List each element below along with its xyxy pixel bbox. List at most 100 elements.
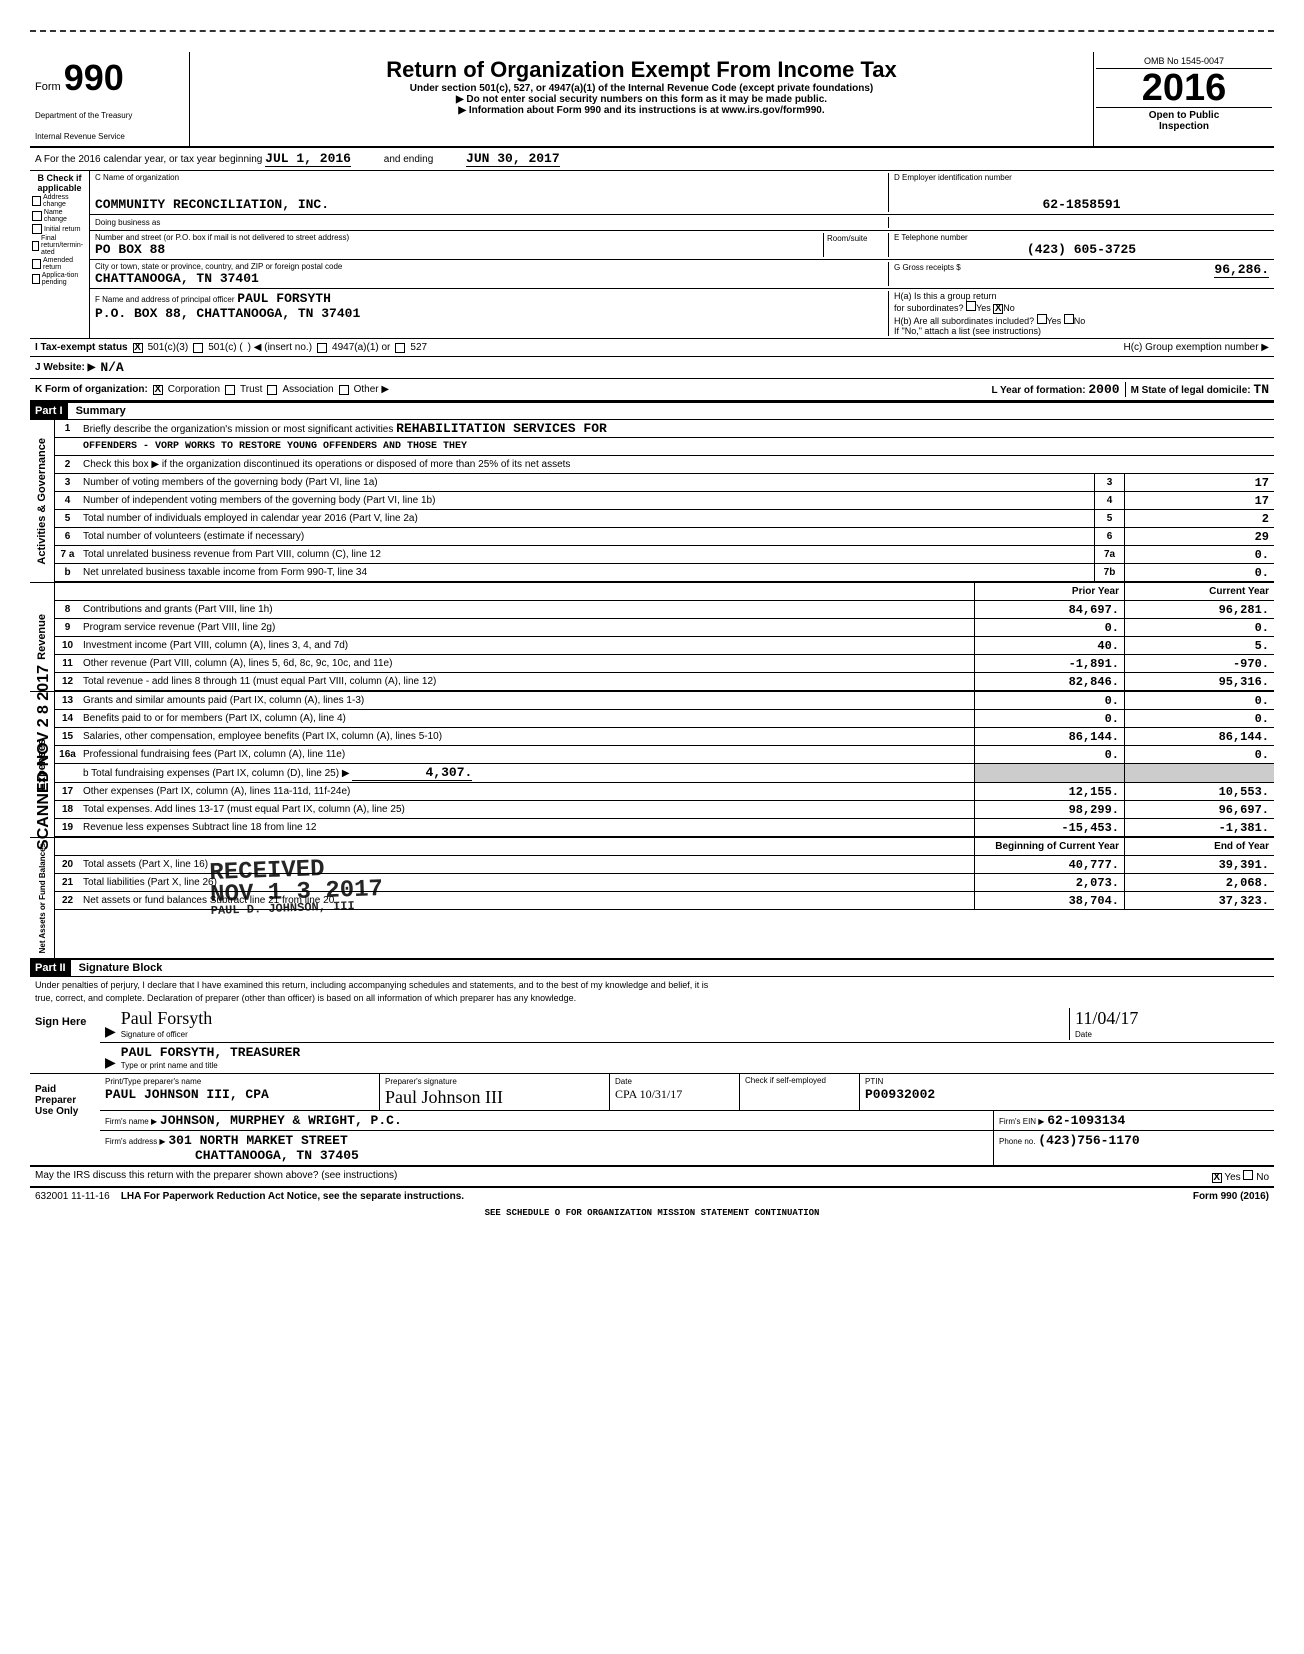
subtitle: Under section 501(c), 527, or 4947(a)(1)… [195, 83, 1088, 94]
checkbox-address-change[interactable] [32, 196, 41, 206]
label-name-change: Name change [44, 209, 87, 223]
open-public-2: Inspection [1159, 121, 1209, 132]
table-row: 18Total expenses. Add lines 13-17 (must … [55, 801, 1274, 819]
checkbox-initial-return[interactable] [32, 224, 42, 234]
checkbox-name-change[interactable] [32, 211, 42, 221]
sign-here-label: Sign Here [30, 1006, 100, 1073]
year-box: OMB No 1545-0047 2016 Open to PublicInsp… [1094, 52, 1274, 146]
sig-officer-label: Signature of officer [121, 1030, 188, 1039]
opt-501c: 501(c) ( [208, 342, 242, 353]
line16b-label: b Total fundraising expenses (Part IX, c… [83, 768, 350, 779]
jurat-1: Under penalties of perjury, I declare th… [30, 977, 1274, 993]
label-address-change: Address change [43, 194, 87, 208]
ha-label: H(a) Is this a group return [894, 291, 997, 301]
form-org-label: K Form of organization: [35, 384, 148, 395]
firm-ein: 62-1093134 [1047, 1113, 1125, 1128]
tax-year: 2016 [1096, 69, 1272, 107]
paid-preparer-label: Paid Preparer Use Only [30, 1074, 100, 1165]
table-row: 12Total revenue - add lines 8 through 11… [55, 673, 1274, 691]
org-name-label: C Name of organization [95, 173, 883, 182]
opt-527: 527 [410, 342, 427, 353]
officer-name-title: PAUL FORSYTH, TREASURER [121, 1045, 300, 1060]
footer-continuation: SEE SCHEDULE O FOR ORGANIZATION MISSION … [30, 1205, 1274, 1221]
table-row: 16aProfessional fundraising fees (Part I… [55, 746, 1274, 764]
checkbox-hb-no[interactable] [1064, 314, 1074, 324]
opt-501c3: 501(c)(3) [148, 342, 189, 353]
label-amended: Amended return [43, 257, 87, 271]
prep-sig-label: Preparer's signature [385, 1077, 457, 1086]
table-row: bNet unrelated business taxable income f… [55, 564, 1274, 582]
footer-lha: LHA For Paperwork Reduction Act Notice, … [121, 1191, 464, 1202]
year-formation-label: L Year of formation: [991, 385, 1085, 396]
col-current: Current Year [1124, 583, 1274, 600]
table-row: 17Other expenses (Part IX, column (A), l… [55, 783, 1274, 801]
table-row: 13Grants and similar amounts paid (Part … [55, 692, 1274, 710]
opt-corp: Corporation [168, 384, 220, 395]
dept-irs: Internal Revenue Service [35, 132, 184, 141]
checkbox-amended[interactable] [32, 259, 41, 269]
footer-form: Form 990 (2016) [1193, 1191, 1269, 1202]
checkbox-4947[interactable] [317, 343, 327, 353]
label-final-return: Final return/termin-ated [41, 235, 87, 256]
table-row: 3Number of voting members of the governi… [55, 474, 1274, 492]
opt-501c-b: ) ◀ (insert no.) [248, 342, 312, 353]
checkbox-discuss-no[interactable] [1243, 1170, 1253, 1180]
row-a: A For the 2016 calendar year, or tax yea… [30, 148, 1274, 171]
room-label: Room/suite [827, 234, 867, 243]
website-label: J Website: ▶ [35, 362, 95, 373]
jurat-2: true, correct, and complete. Declaration… [30, 993, 1274, 1006]
col-begin: Beginning of Current Year [974, 838, 1124, 855]
scanned-stamp: SCANNED NOV 2 8 2017 [35, 665, 53, 850]
checkbox-trust[interactable] [225, 385, 235, 395]
part1-title: Summary [76, 405, 126, 417]
checkbox-527[interactable] [395, 343, 405, 353]
firm-phone-label: Phone no. [999, 1137, 1035, 1146]
firm-addr2: CHATTANOOGA, TN 37405 [195, 1148, 359, 1163]
opt-other: Other ▶ [354, 384, 389, 395]
mission-label: Briefly describe the organization's miss… [83, 424, 393, 435]
checkbox-501c[interactable] [193, 343, 203, 353]
main-title: Return of Organization Exempt From Incom… [195, 57, 1088, 83]
row-a-mid: and ending [384, 154, 434, 165]
checkbox-ha-no[interactable] [993, 304, 1003, 314]
checkbox-hb-yes[interactable] [1037, 314, 1047, 324]
prep-name: PAUL JOHNSON III, CPA [105, 1087, 269, 1102]
state-value: TN [1253, 382, 1269, 397]
checkbox-final-return[interactable] [32, 241, 39, 251]
checkbox-ha-yes[interactable] [966, 301, 976, 311]
addr-label: Number and street (or P.O. box if mail i… [95, 233, 823, 242]
ein-label: D Employer identification number [894, 173, 1269, 182]
table-row: 15Salaries, other compensation, employee… [55, 728, 1274, 746]
row-a-pre: A For the 2016 calendar year, or tax yea… [35, 154, 262, 165]
checkbox-other[interactable] [339, 385, 349, 395]
discuss-label: May the IRS discuss this return with the… [35, 1170, 397, 1183]
gross-label: G Gross receipts $ [894, 263, 961, 272]
dba-label: Doing business as [95, 218, 160, 227]
table-row: 14Benefits paid to or for members (Part … [55, 710, 1274, 728]
firm-name-label: Firm's name ▶ [105, 1117, 157, 1126]
website-value: N/A [100, 360, 123, 375]
firm-phone: (423)756-1170 [1038, 1133, 1139, 1148]
ptin-value: P00932002 [865, 1087, 935, 1102]
hb-note: If "No," attach a list (see instructions… [894, 326, 1269, 336]
col-prior: Prior Year [974, 583, 1124, 600]
info-text: ▶ Information about Form 990 and its ins… [195, 105, 1088, 116]
label-initial-return: Initial return [44, 226, 81, 233]
vert-net: Net Assets or Fund Balances [36, 838, 49, 958]
officer-address: P.O. BOX 88, CHATTANOOGA, TN 37401 [95, 306, 360, 321]
firm-ein-label: Firm's EIN ▶ [999, 1117, 1044, 1126]
opt-4947: 4947(a)(1) or [332, 342, 390, 353]
checkbox-501c3[interactable] [133, 343, 143, 353]
checkbox-corp[interactable] [153, 385, 163, 395]
hc-label: H(c) Group exemption number ▶ [1123, 342, 1269, 353]
checkbox-assoc[interactable] [267, 385, 277, 395]
phone-value: (423) 605-3725 [894, 242, 1269, 257]
opt-trust: Trust [240, 384, 262, 395]
table-row: 8Contributions and grants (Part VIII, li… [55, 601, 1274, 619]
open-public-1: Open to Public [1149, 110, 1220, 121]
line2-text: Check this box ▶ if the organization dis… [80, 458, 1274, 471]
firm-addr1: 301 NORTH MARKET STREET [168, 1133, 347, 1148]
checkbox-discuss-yes[interactable] [1212, 1173, 1222, 1183]
checkbox-application[interactable] [32, 274, 40, 284]
table-row: 5Total number of individuals employed in… [55, 510, 1274, 528]
